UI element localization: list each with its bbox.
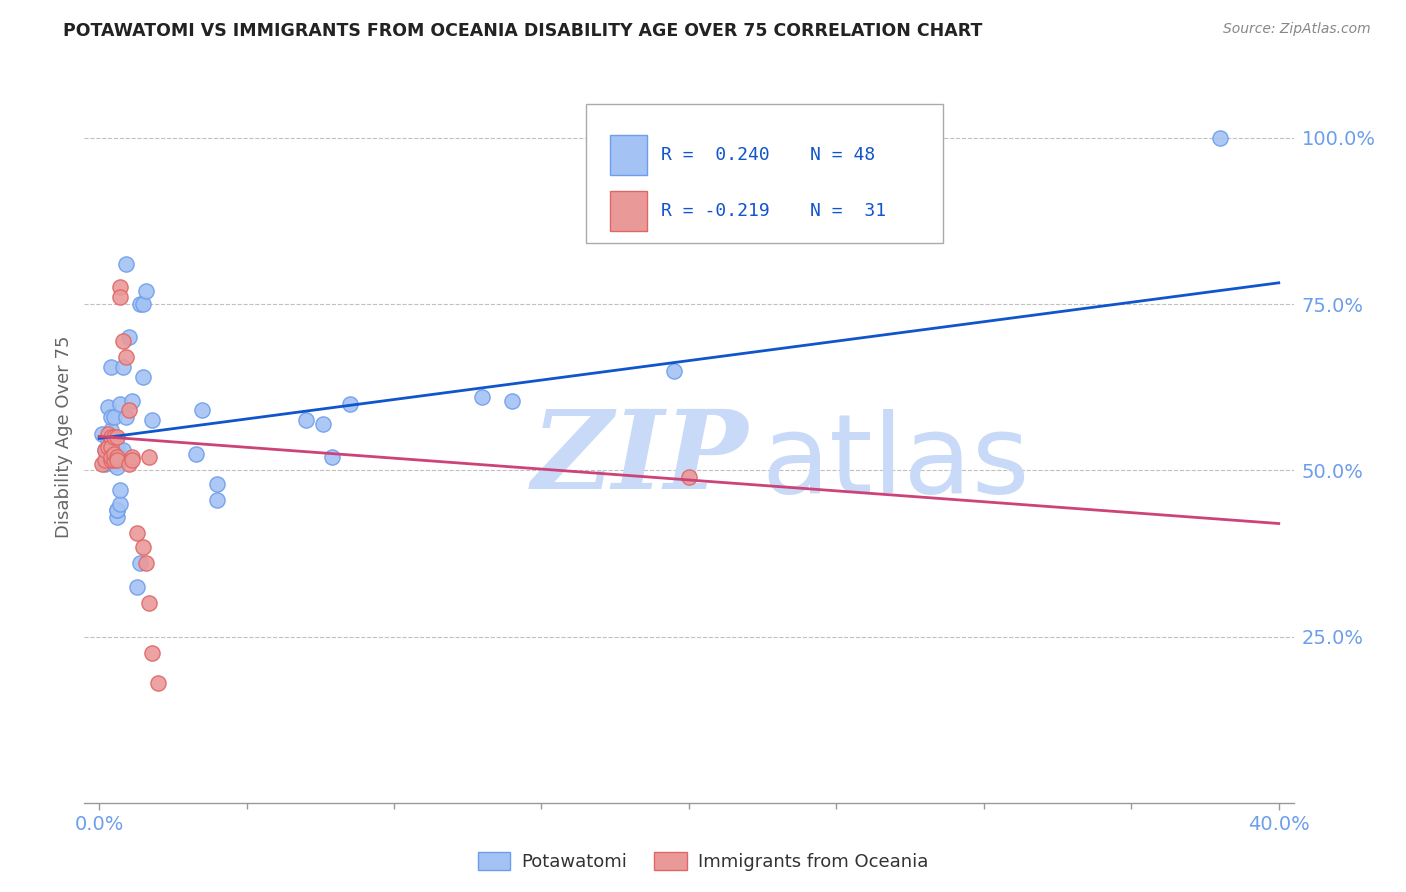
Point	[114, 410, 136, 425]
Point	[105, 443, 128, 458]
Text: R =  0.240: R = 0.240	[661, 146, 770, 164]
Point	[312, 417, 335, 431]
Point	[100, 453, 122, 467]
Point	[108, 483, 131, 498]
Point	[100, 440, 122, 454]
Point	[94, 443, 117, 458]
Text: N = 48: N = 48	[810, 146, 875, 164]
Text: ZIP: ZIP	[531, 405, 748, 513]
Point	[1209, 131, 1232, 145]
Point	[121, 453, 143, 467]
Point	[117, 330, 139, 344]
Point	[91, 426, 114, 441]
Point	[141, 646, 163, 660]
Point	[664, 363, 686, 377]
Point	[129, 557, 152, 571]
Point	[108, 280, 131, 294]
Point	[100, 410, 122, 425]
Point	[135, 284, 157, 298]
Point	[100, 360, 122, 375]
Point	[103, 447, 125, 461]
Point	[97, 447, 120, 461]
Point	[117, 403, 139, 417]
Point	[111, 360, 134, 375]
Point	[294, 413, 316, 427]
Point	[129, 297, 152, 311]
FancyBboxPatch shape	[586, 104, 943, 244]
Point	[141, 413, 163, 427]
Point	[132, 540, 155, 554]
Point	[103, 453, 125, 467]
Point	[132, 297, 155, 311]
Point	[191, 403, 214, 417]
Point	[94, 453, 117, 467]
Point	[117, 457, 139, 471]
Point	[105, 443, 128, 458]
Point	[91, 457, 114, 471]
Point	[100, 450, 122, 464]
Point	[105, 440, 128, 454]
Text: N =  31: N = 31	[810, 202, 886, 220]
Point	[105, 460, 128, 475]
Point	[127, 526, 149, 541]
Text: Source: ZipAtlas.com: Source: ZipAtlas.com	[1223, 22, 1371, 37]
Point	[501, 393, 523, 408]
Point	[105, 503, 128, 517]
Text: POTAWATOMI VS IMMIGRANTS FROM OCEANIA DISABILITY AGE OVER 75 CORRELATION CHART: POTAWATOMI VS IMMIGRANTS FROM OCEANIA DI…	[63, 22, 983, 40]
Point	[108, 497, 131, 511]
Point	[205, 476, 228, 491]
Point	[100, 424, 122, 438]
Point	[103, 457, 125, 471]
Point	[97, 400, 120, 414]
Point	[146, 676, 169, 690]
Point	[205, 493, 228, 508]
Point	[121, 393, 143, 408]
Point	[111, 334, 134, 348]
Legend: Potawatomi, Immigrants from Oceania: Potawatomi, Immigrants from Oceania	[471, 845, 935, 879]
Point	[103, 440, 125, 454]
Point	[97, 440, 120, 454]
Point	[105, 453, 128, 467]
Point	[114, 257, 136, 271]
Point	[100, 430, 122, 444]
Point	[105, 430, 128, 444]
Point	[103, 410, 125, 425]
Point	[127, 580, 149, 594]
Text: R = -0.219: R = -0.219	[661, 202, 770, 220]
Point	[108, 290, 131, 304]
Text: atlas: atlas	[762, 409, 1031, 516]
Y-axis label: Disability Age Over 75: Disability Age Over 75	[55, 335, 73, 539]
Point	[94, 443, 117, 458]
Point	[138, 596, 160, 610]
Point	[97, 434, 120, 448]
Point	[121, 450, 143, 464]
Point	[678, 470, 700, 484]
Point	[135, 557, 157, 571]
Point	[97, 426, 120, 441]
FancyBboxPatch shape	[610, 135, 647, 175]
Point	[321, 450, 343, 464]
Point	[108, 397, 131, 411]
Point	[105, 509, 128, 524]
Point	[471, 390, 494, 404]
Point	[111, 443, 134, 458]
Point	[339, 397, 361, 411]
Point	[114, 351, 136, 365]
Point	[138, 450, 160, 464]
Point	[132, 370, 155, 384]
Point	[105, 503, 128, 517]
Point	[103, 443, 125, 458]
Point	[103, 430, 125, 444]
Point	[94, 457, 117, 471]
Point	[186, 447, 208, 461]
FancyBboxPatch shape	[610, 191, 647, 231]
Point	[105, 450, 128, 464]
